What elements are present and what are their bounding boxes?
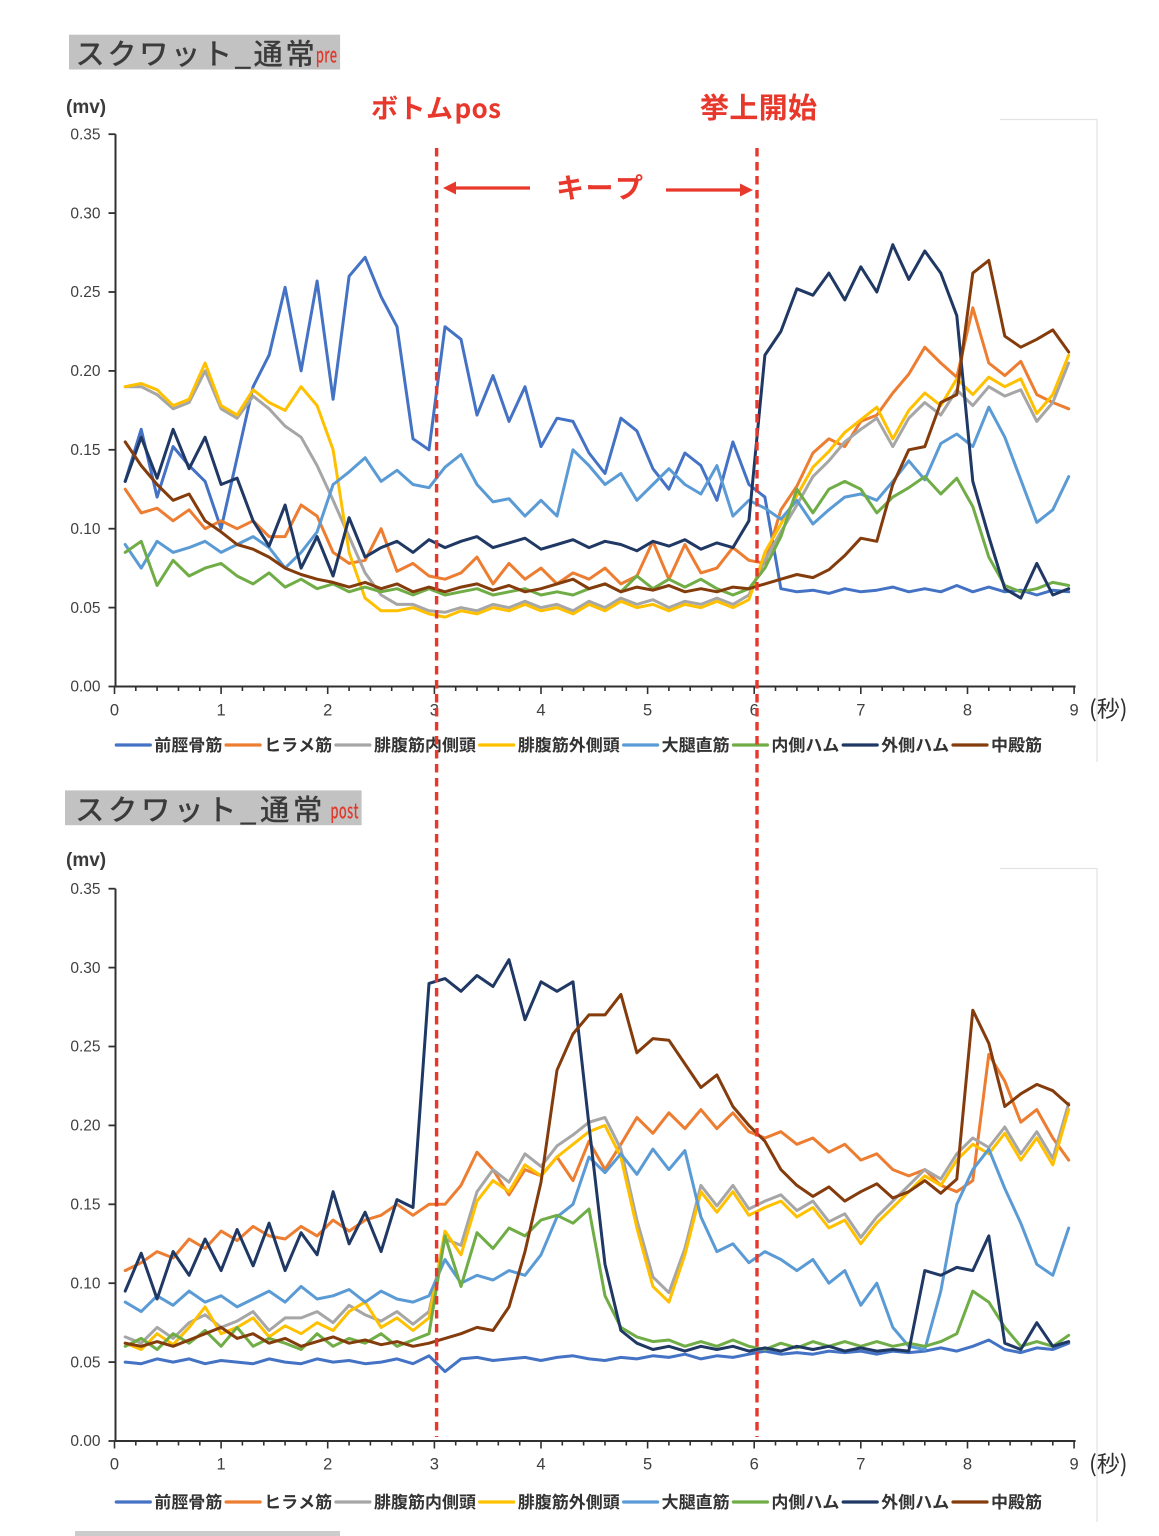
svg-text:4: 4 bbox=[536, 702, 545, 720]
svg-text:0.20: 0.20 bbox=[70, 1118, 101, 1135]
svg-text:0.25: 0.25 bbox=[70, 1039, 100, 1056]
svg-text:2: 2 bbox=[323, 702, 332, 720]
svg-text:7: 7 bbox=[856, 702, 865, 720]
svg-text:9: 9 bbox=[1070, 702, 1079, 720]
svg-text:0.00: 0.00 bbox=[70, 679, 101, 696]
svg-text:0: 0 bbox=[110, 702, 119, 720]
svg-text:5: 5 bbox=[643, 702, 652, 720]
svg-text:0.30: 0.30 bbox=[70, 205, 101, 222]
svg-text:3: 3 bbox=[430, 702, 439, 720]
svg-text:0.20: 0.20 bbox=[70, 363, 101, 380]
svg-text:3: 3 bbox=[430, 1456, 439, 1474]
svg-text:6: 6 bbox=[750, 702, 759, 720]
svg-text:0.00: 0.00 bbox=[70, 1433, 101, 1450]
svg-text:0.05: 0.05 bbox=[70, 600, 100, 617]
svg-text:0.05: 0.05 bbox=[70, 1354, 100, 1371]
svg-text:2: 2 bbox=[323, 1456, 332, 1474]
svg-text:0.35: 0.35 bbox=[70, 881, 100, 898]
svg-text:0.15: 0.15 bbox=[70, 442, 100, 459]
svg-text:0.25: 0.25 bbox=[70, 284, 100, 301]
svg-text:6: 6 bbox=[750, 1456, 759, 1474]
svg-text:8: 8 bbox=[963, 1456, 972, 1474]
svg-text:9: 9 bbox=[1070, 1456, 1079, 1474]
svg-text:(mv): (mv) bbox=[66, 850, 106, 871]
svg-text:0.10: 0.10 bbox=[70, 1275, 101, 1292]
svg-text:1: 1 bbox=[217, 702, 226, 720]
svg-text:1: 1 bbox=[217, 1456, 226, 1474]
svg-text:8: 8 bbox=[963, 702, 972, 720]
svg-text:0.35: 0.35 bbox=[70, 126, 100, 143]
svg-text:0.15: 0.15 bbox=[70, 1197, 100, 1214]
svg-text:0.10: 0.10 bbox=[70, 521, 101, 538]
svg-text:(mv): (mv) bbox=[66, 97, 106, 118]
svg-text:7: 7 bbox=[856, 1456, 865, 1474]
svg-text:0.30: 0.30 bbox=[70, 960, 101, 977]
svg-text:5: 5 bbox=[643, 1456, 652, 1474]
svg-text:0: 0 bbox=[110, 1456, 119, 1474]
svg-text:4: 4 bbox=[536, 1456, 545, 1474]
